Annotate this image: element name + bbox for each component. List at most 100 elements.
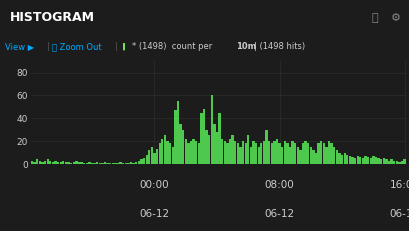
Bar xyxy=(205,130,207,164)
Bar xyxy=(249,147,252,164)
Bar xyxy=(155,149,158,164)
Bar xyxy=(90,163,93,164)
Bar xyxy=(285,143,288,164)
Bar xyxy=(345,155,348,164)
Bar xyxy=(179,124,181,164)
Bar xyxy=(402,159,405,164)
Bar xyxy=(280,147,283,164)
Bar xyxy=(322,143,324,164)
Bar xyxy=(182,130,184,164)
Bar xyxy=(59,162,62,164)
Text: |: | xyxy=(47,42,50,51)
Bar xyxy=(169,143,171,164)
Bar xyxy=(57,162,59,164)
Bar xyxy=(114,163,116,164)
Text: 06-12: 06-12 xyxy=(389,209,409,219)
Bar xyxy=(46,159,49,164)
Bar xyxy=(387,161,389,164)
Bar xyxy=(340,155,342,164)
Text: ⓘ: ⓘ xyxy=(371,13,378,23)
Bar xyxy=(379,159,381,164)
Bar xyxy=(241,141,244,164)
Bar xyxy=(226,143,228,164)
Bar xyxy=(96,162,98,164)
Bar xyxy=(293,143,296,164)
Bar xyxy=(288,147,290,164)
Bar xyxy=(397,162,400,164)
Bar xyxy=(143,158,145,164)
Bar xyxy=(358,157,361,164)
Bar xyxy=(332,147,335,164)
Bar xyxy=(283,141,285,164)
Bar xyxy=(99,163,101,164)
Bar xyxy=(392,161,394,164)
Bar xyxy=(158,143,160,164)
Bar xyxy=(252,141,254,164)
Bar xyxy=(215,132,218,164)
Bar xyxy=(200,112,202,164)
Bar xyxy=(171,147,173,164)
Bar xyxy=(324,147,327,164)
Bar xyxy=(41,162,43,164)
Text: 🔍 Zoom Out: 🔍 Zoom Out xyxy=(52,42,101,51)
Bar xyxy=(161,139,163,164)
Bar xyxy=(140,159,142,164)
Bar xyxy=(187,143,189,164)
Bar xyxy=(85,163,88,164)
Bar xyxy=(145,155,148,164)
Bar xyxy=(330,143,332,164)
Bar xyxy=(278,143,280,164)
Bar xyxy=(101,163,103,164)
Bar xyxy=(306,143,309,164)
Bar xyxy=(111,163,114,164)
Bar xyxy=(257,147,259,164)
Bar xyxy=(137,161,140,164)
Text: * (1498)  count per: * (1498) count per xyxy=(132,42,214,51)
Bar xyxy=(371,156,373,164)
Bar xyxy=(31,161,33,164)
Bar xyxy=(210,95,212,164)
Bar xyxy=(184,139,187,164)
Bar xyxy=(197,143,200,164)
Bar xyxy=(135,162,137,164)
Bar xyxy=(36,159,38,164)
Bar xyxy=(247,135,249,164)
Bar xyxy=(148,150,150,164)
Bar xyxy=(106,163,108,164)
Bar xyxy=(163,135,166,164)
Bar xyxy=(356,156,358,164)
Bar xyxy=(376,158,379,164)
Bar xyxy=(132,163,135,164)
Bar xyxy=(34,162,36,164)
Bar xyxy=(62,161,64,164)
Bar xyxy=(117,163,119,164)
Bar xyxy=(327,141,329,164)
Bar xyxy=(259,143,262,164)
Bar xyxy=(314,153,317,164)
Bar xyxy=(364,156,366,164)
Bar xyxy=(78,162,80,164)
Bar xyxy=(166,141,168,164)
Text: |: | xyxy=(115,42,118,51)
Bar xyxy=(309,147,311,164)
Bar xyxy=(335,150,337,164)
Bar xyxy=(348,156,350,164)
Bar xyxy=(317,143,319,164)
Text: 10m: 10m xyxy=(236,42,256,51)
Bar xyxy=(343,153,345,164)
Bar xyxy=(231,135,233,164)
Bar xyxy=(49,161,52,164)
Text: | (1498 hits): | (1498 hits) xyxy=(254,42,304,51)
Text: 00:00: 00:00 xyxy=(139,180,169,190)
Bar xyxy=(382,158,384,164)
Bar xyxy=(400,161,402,164)
Bar xyxy=(130,162,132,164)
Bar xyxy=(254,143,256,164)
Text: HISTOGRAM: HISTOGRAM xyxy=(10,11,95,24)
Bar xyxy=(304,141,306,164)
Bar xyxy=(127,163,129,164)
Bar xyxy=(67,162,70,164)
Bar xyxy=(272,141,275,164)
Bar xyxy=(213,124,215,164)
Text: 06-12: 06-12 xyxy=(139,209,169,219)
